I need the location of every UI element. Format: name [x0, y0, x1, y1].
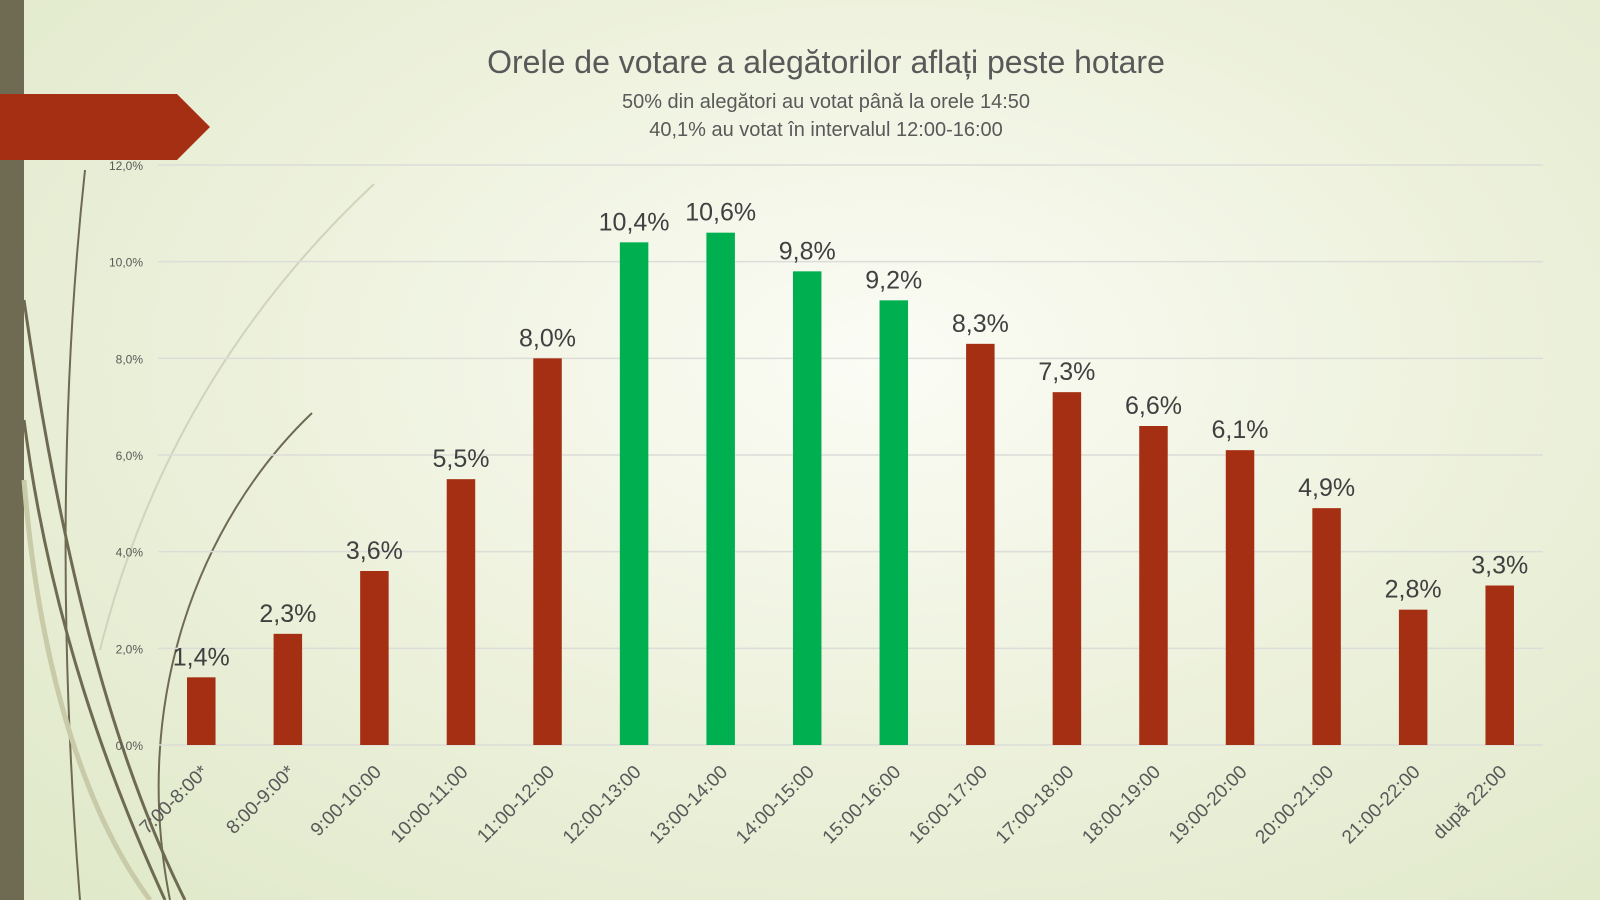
bar [273, 633, 303, 745]
x-tick-label: 8:00-9:00* [223, 761, 300, 838]
data-label: 6,1% [1212, 416, 1269, 444]
y-tick-label: 8,0% [116, 352, 144, 366]
bar [533, 358, 562, 745]
y-tick-label: 6,0% [116, 449, 144, 463]
x-tick-label: 13:00-14:00 [646, 762, 733, 849]
bar [792, 271, 822, 745]
data-label: 2,8% [1385, 576, 1442, 604]
data-label: 8,3% [952, 310, 1009, 338]
y-tick-label: 2,0% [116, 642, 144, 656]
x-tick-label: 20:00-21:00 [1252, 762, 1339, 849]
data-label: 3,3% [1471, 552, 1528, 580]
y-tick-label: 4,0% [116, 546, 144, 560]
bar [879, 300, 909, 745]
y-tick-label: 12,0% [109, 159, 143, 173]
bar [1312, 508, 1341, 745]
bar [360, 571, 389, 745]
data-label: 9,2% [865, 266, 922, 294]
x-tick-label: 14:00-15:00 [732, 762, 819, 849]
chart-title: Orele de votare a alegătorilor aflați pe… [487, 44, 1165, 80]
bar [1225, 450, 1255, 745]
x-tick-label: 16:00-17:00 [905, 762, 992, 849]
data-label: 10,4% [599, 208, 670, 236]
x-tick-label: 18:00-19:00 [1078, 762, 1165, 849]
bar [706, 232, 735, 745]
data-label: 2,3% [259, 600, 316, 628]
data-label: 6,6% [1125, 392, 1182, 420]
chart-subtitle-1: 50% din alegători au votat până la orele… [621, 91, 1031, 113]
data-label: 9,8% [779, 237, 836, 265]
bar [619, 242, 649, 746]
y-tick-label: 10,0% [109, 256, 143, 270]
x-tick-label: 15:00-16:00 [819, 762, 906, 849]
x-tick-label: 11:00-12:00 [473, 762, 559, 848]
x-tick-label: după 22:00 [1429, 762, 1511, 844]
data-label: 3,6% [346, 537, 403, 565]
bar [1052, 392, 1082, 745]
bar [187, 677, 216, 745]
data-label: 1,4% [173, 643, 230, 671]
x-tick-label: 21:00-22:00 [1338, 762, 1425, 849]
x-tick-label: 17:00-18:00 [992, 762, 1079, 849]
bar [1485, 585, 1514, 745]
x-tick-label: 9:00-10:00 [307, 762, 386, 841]
bar [446, 479, 476, 745]
bar [1398, 609, 1428, 745]
bar [1139, 426, 1168, 745]
data-label: 10,6% [685, 199, 756, 227]
chart-subtitle-2: 40,1% au votat în intervalul 12:00-16:00 [649, 119, 1003, 141]
title-banner-arrow [0, 94, 210, 160]
x-tick-label: 19:00-20:00 [1165, 762, 1252, 849]
data-label: 7,3% [1038, 358, 1095, 386]
bar [966, 343, 995, 745]
x-tick-label: 7:00-8:00* [136, 761, 213, 838]
data-label: 8,0% [519, 324, 576, 352]
y-tick-label: 0,0% [116, 739, 144, 753]
data-label: 5,5% [432, 445, 489, 473]
x-tick-label: 10:00-11:00 [387, 762, 473, 848]
data-label: 4,9% [1298, 474, 1355, 502]
x-tick-label: 12:00-13:00 [559, 762, 646, 849]
